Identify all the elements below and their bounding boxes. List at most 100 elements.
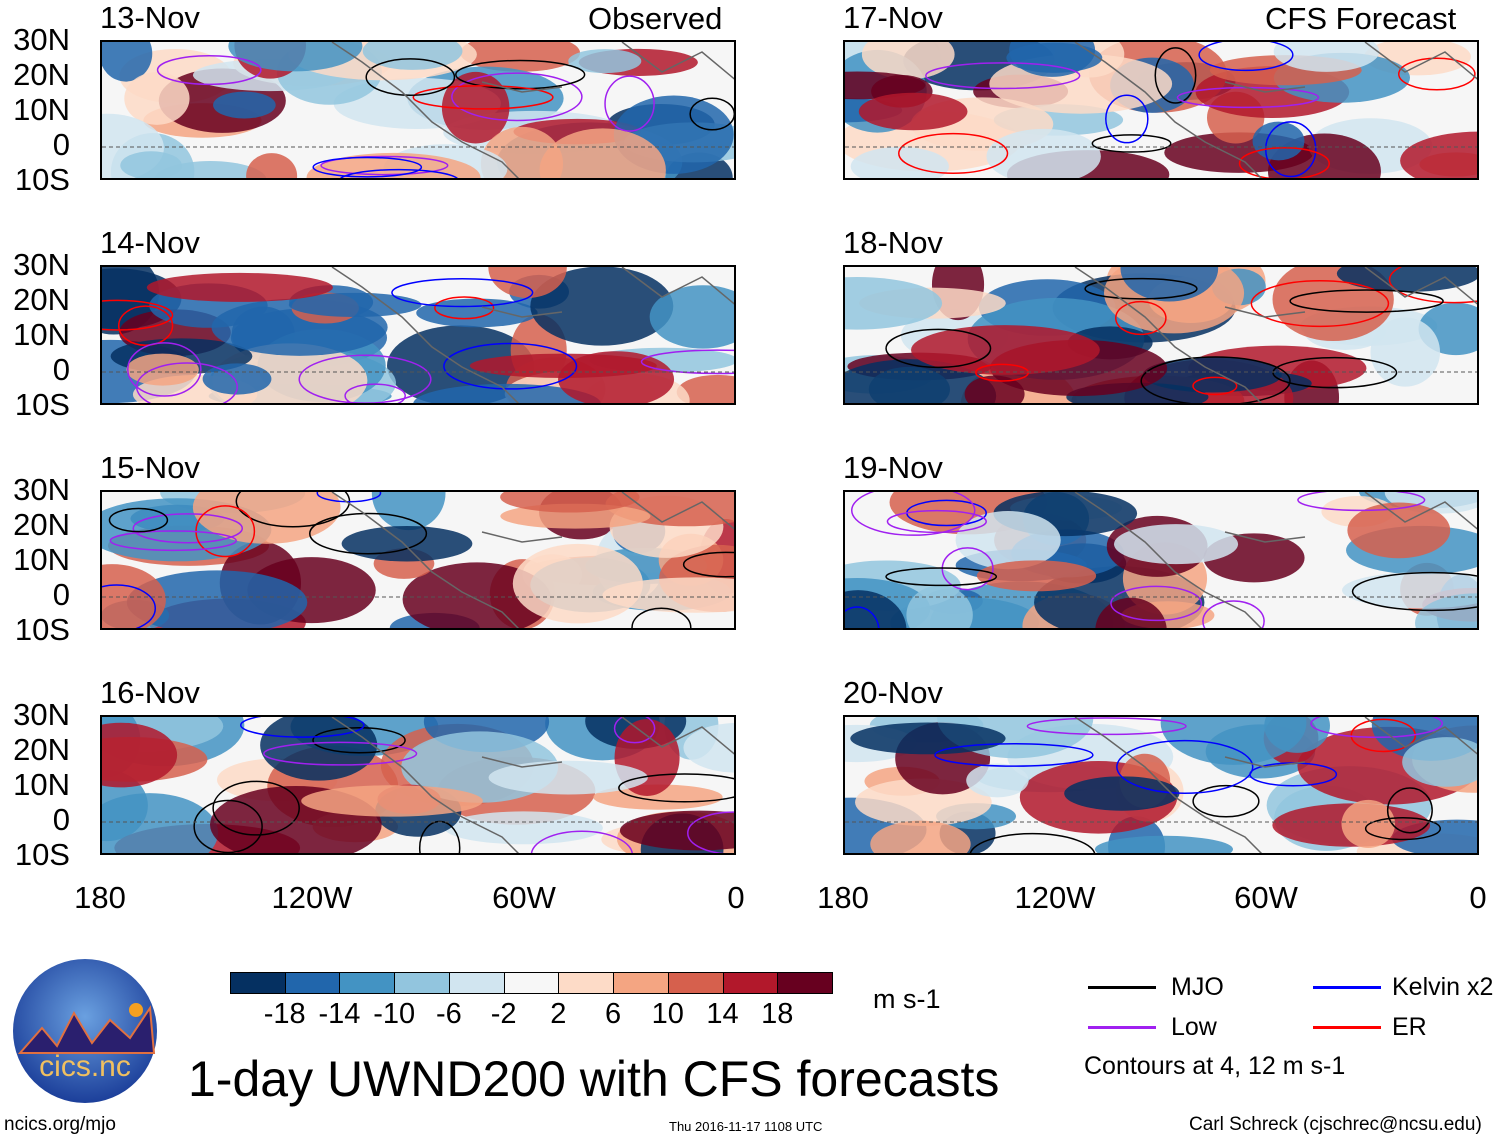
lat-label: 20N (13, 57, 70, 92)
colorbar-label: -10 (373, 998, 416, 1030)
contour (455, 59, 586, 90)
figure-title: 1-day UWND200 with CFS forecasts (188, 1051, 1000, 1107)
colorbar-label: 10 (651, 998, 684, 1030)
footer-credit: Carl Schreck (cjschrec@ncsu.edu) (1189, 1114, 1482, 1135)
wind-anomaly-region (676, 374, 734, 403)
map-panel (100, 40, 736, 180)
contour (108, 507, 169, 533)
legend-er: ER (1392, 1013, 1427, 1041)
colorbar-label: -18 (263, 998, 306, 1030)
coastline (331, 492, 734, 628)
contour (885, 567, 998, 587)
contour (109, 530, 237, 552)
wind-anomaly-region (126, 570, 308, 628)
contour (969, 832, 1096, 853)
contour (1397, 57, 1476, 91)
panel-date-label: 15-Nov (100, 450, 200, 485)
wind-anomaly-region (126, 353, 199, 386)
wind-anomaly-region (602, 577, 734, 613)
contour (240, 717, 365, 738)
lat-label: 10N (13, 92, 70, 127)
wind-anomaly-region (488, 760, 648, 795)
wind-anomaly-region (1006, 42, 1103, 73)
wind-anomaly-region (102, 793, 219, 853)
observed-header: Observed (588, 1, 723, 36)
coastline (1074, 267, 1477, 403)
lat-label: 10S (14, 162, 70, 197)
lat-label: 0 (52, 127, 70, 162)
wind-anomaly-region (1402, 737, 1477, 787)
contour (391, 278, 534, 308)
contour (1238, 147, 1330, 178)
wind-anomaly-region (911, 325, 1100, 375)
contour (312, 156, 423, 178)
wind-anomaly-region (539, 128, 666, 178)
colorbar-swatch (722, 972, 779, 994)
lat-label: 0 (52, 802, 70, 837)
footer-url[interactable]: ncics.org/mjo (4, 1114, 116, 1135)
contour (1116, 739, 1254, 794)
contour (451, 72, 583, 122)
wind-anomaly-region (845, 276, 943, 330)
contour (320, 155, 449, 176)
contour (640, 349, 734, 375)
map-panel (843, 265, 1479, 405)
contour (1364, 817, 1442, 841)
colorbar-swatch (448, 972, 505, 994)
map-panel (100, 265, 736, 405)
contour (845, 606, 880, 628)
contour (135, 362, 239, 403)
legend-mjo-line (1088, 986, 1156, 989)
colorbar-swatch (339, 972, 396, 994)
contour (344, 383, 406, 403)
lat-label: 20N (13, 507, 70, 542)
wind-anomaly-region (488, 267, 567, 299)
map-panel (843, 40, 1479, 180)
wind-anomaly-region (530, 267, 674, 346)
contour (1140, 356, 1291, 403)
wind-anomaly-region (966, 763, 1029, 798)
lat-label: 20N (13, 732, 70, 767)
panel-date-label: 20-Nov (843, 675, 943, 710)
wind-anomaly-region (500, 492, 640, 513)
wind-anomaly-region (192, 492, 341, 544)
contour (1026, 717, 1187, 736)
lat-label: 10N (13, 542, 70, 577)
contour (309, 512, 428, 555)
coastline (1074, 492, 1477, 628)
lon-label: 180 (817, 880, 869, 915)
colorbar-swatch (394, 972, 450, 994)
lat-label: 30N (13, 472, 70, 507)
lat-label: 20N (13, 282, 70, 317)
contour (941, 547, 994, 591)
contour (885, 328, 992, 369)
wind-anomaly-region (558, 351, 675, 403)
contour (631, 607, 692, 628)
contour (193, 799, 263, 853)
contour (412, 85, 554, 110)
contour (1198, 42, 1294, 72)
contour (1250, 280, 1390, 328)
contour (975, 363, 1030, 382)
wind-anomaly-region (1094, 835, 1233, 853)
wind-anomaly-region (1160, 717, 1307, 765)
coastline (331, 267, 734, 403)
legend-kelvin-line (1313, 986, 1381, 989)
contour (132, 513, 244, 544)
panel-date-label: 13-Nov (100, 0, 200, 35)
contour (117, 305, 174, 347)
wind-anomaly-region (1347, 502, 1451, 559)
wind-anomaly-region (1064, 776, 1180, 811)
map-panel (100, 490, 736, 630)
wind-anomaly-region (102, 564, 166, 628)
contour (263, 741, 418, 766)
contour (613, 717, 656, 744)
contour-note: Contours at 4, 12 m s-1 (1084, 1052, 1346, 1080)
contour (1351, 571, 1477, 612)
legend-mjo: MJO (1171, 973, 1224, 1001)
coastline (1074, 717, 1477, 853)
contour (418, 820, 461, 853)
contour (434, 296, 495, 320)
contour (898, 132, 1009, 174)
